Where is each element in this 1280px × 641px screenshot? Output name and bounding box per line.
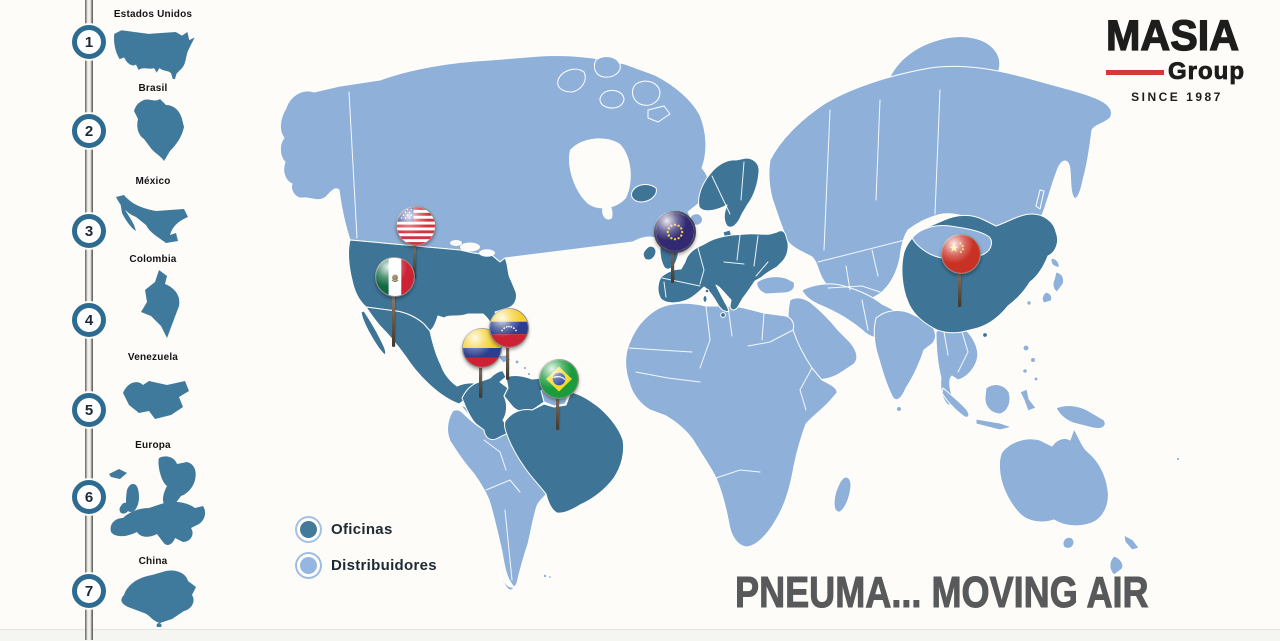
sidebar-label-china: China <box>138 556 168 567</box>
step-1-number: 1 <box>84 33 94 51</box>
sidebar-label-colombia: Colombia <box>129 254 177 265</box>
bottom-strip <box>0 629 1280 641</box>
legend-label: Oficinas <box>331 521 393 538</box>
pin-stick <box>479 347 482 398</box>
step-2: 2 <box>72 114 106 148</box>
sidebar-label-brasil: Brasil <box>138 83 168 94</box>
pin-stick <box>556 378 559 430</box>
europe-silhouette-icon <box>97 454 209 555</box>
brazil-flag-icon <box>539 359 579 399</box>
china-flag-icon <box>941 234 981 274</box>
logo-since-text: SINCE 1987 <box>1131 90 1223 104</box>
mexico-silhouette-icon <box>114 191 192 252</box>
step-4: 4 <box>72 303 106 337</box>
legend-label: Distribuidores <box>331 557 437 574</box>
tagline: PNEUMA... MOVING AIR <box>735 568 1149 618</box>
eu-flag-icon <box>654 211 696 253</box>
step-7-number: 7 <box>84 582 94 600</box>
step-2-number: 2 <box>84 122 94 140</box>
usa-flag-icon <box>396 206 436 246</box>
logo-group-text: Group <box>1168 58 1245 86</box>
logo-red-line <box>1106 69 1164 75</box>
brazil-silhouette-icon <box>120 95 186 168</box>
venezuela-flag-icon <box>489 308 529 348</box>
sidebar-label-mexico: México <box>135 176 171 187</box>
distributor-dot-icon <box>300 557 317 574</box>
step-6-number: 6 <box>84 488 94 506</box>
pin-stick <box>506 327 509 380</box>
logo-brand-text: MASIA <box>1105 12 1240 60</box>
step-7: 7 <box>72 574 106 608</box>
step-4-number: 4 <box>84 311 94 329</box>
step-1: 1 <box>72 25 106 59</box>
venezuela-silhouette-icon <box>115 371 191 428</box>
legend-item-distribuidores: Distribuidores <box>296 553 437 578</box>
legend-item-oficinas: Oficinas <box>296 517 393 542</box>
masia-group-logo: MASIA Group SINCE 1987 <box>1105 12 1248 104</box>
pin-stick <box>671 230 674 283</box>
usa-silhouette-icon <box>112 23 196 84</box>
sidebar-label-europa: Europa <box>135 440 171 451</box>
office-dot-icon <box>300 521 317 538</box>
country-borders <box>348 89 969 581</box>
step-3: 3 <box>72 214 106 248</box>
step-5-number: 5 <box>84 401 94 419</box>
pin-stick <box>958 253 961 307</box>
china-silhouette-icon <box>108 565 200 632</box>
sidebar-label-estados-unidos: Estados Unidos <box>113 9 193 20</box>
step-5: 5 <box>72 393 106 427</box>
pin-stick <box>413 225 416 279</box>
step-3-number: 3 <box>84 222 94 240</box>
colombia-silhouette-icon <box>125 266 183 349</box>
mexico-flag-icon <box>375 257 415 297</box>
step-6: 6 <box>72 480 106 514</box>
pin-stick <box>392 276 395 347</box>
sidebar-label-venezuela: Venezuela <box>127 352 179 363</box>
sea-cutouts <box>450 138 631 257</box>
